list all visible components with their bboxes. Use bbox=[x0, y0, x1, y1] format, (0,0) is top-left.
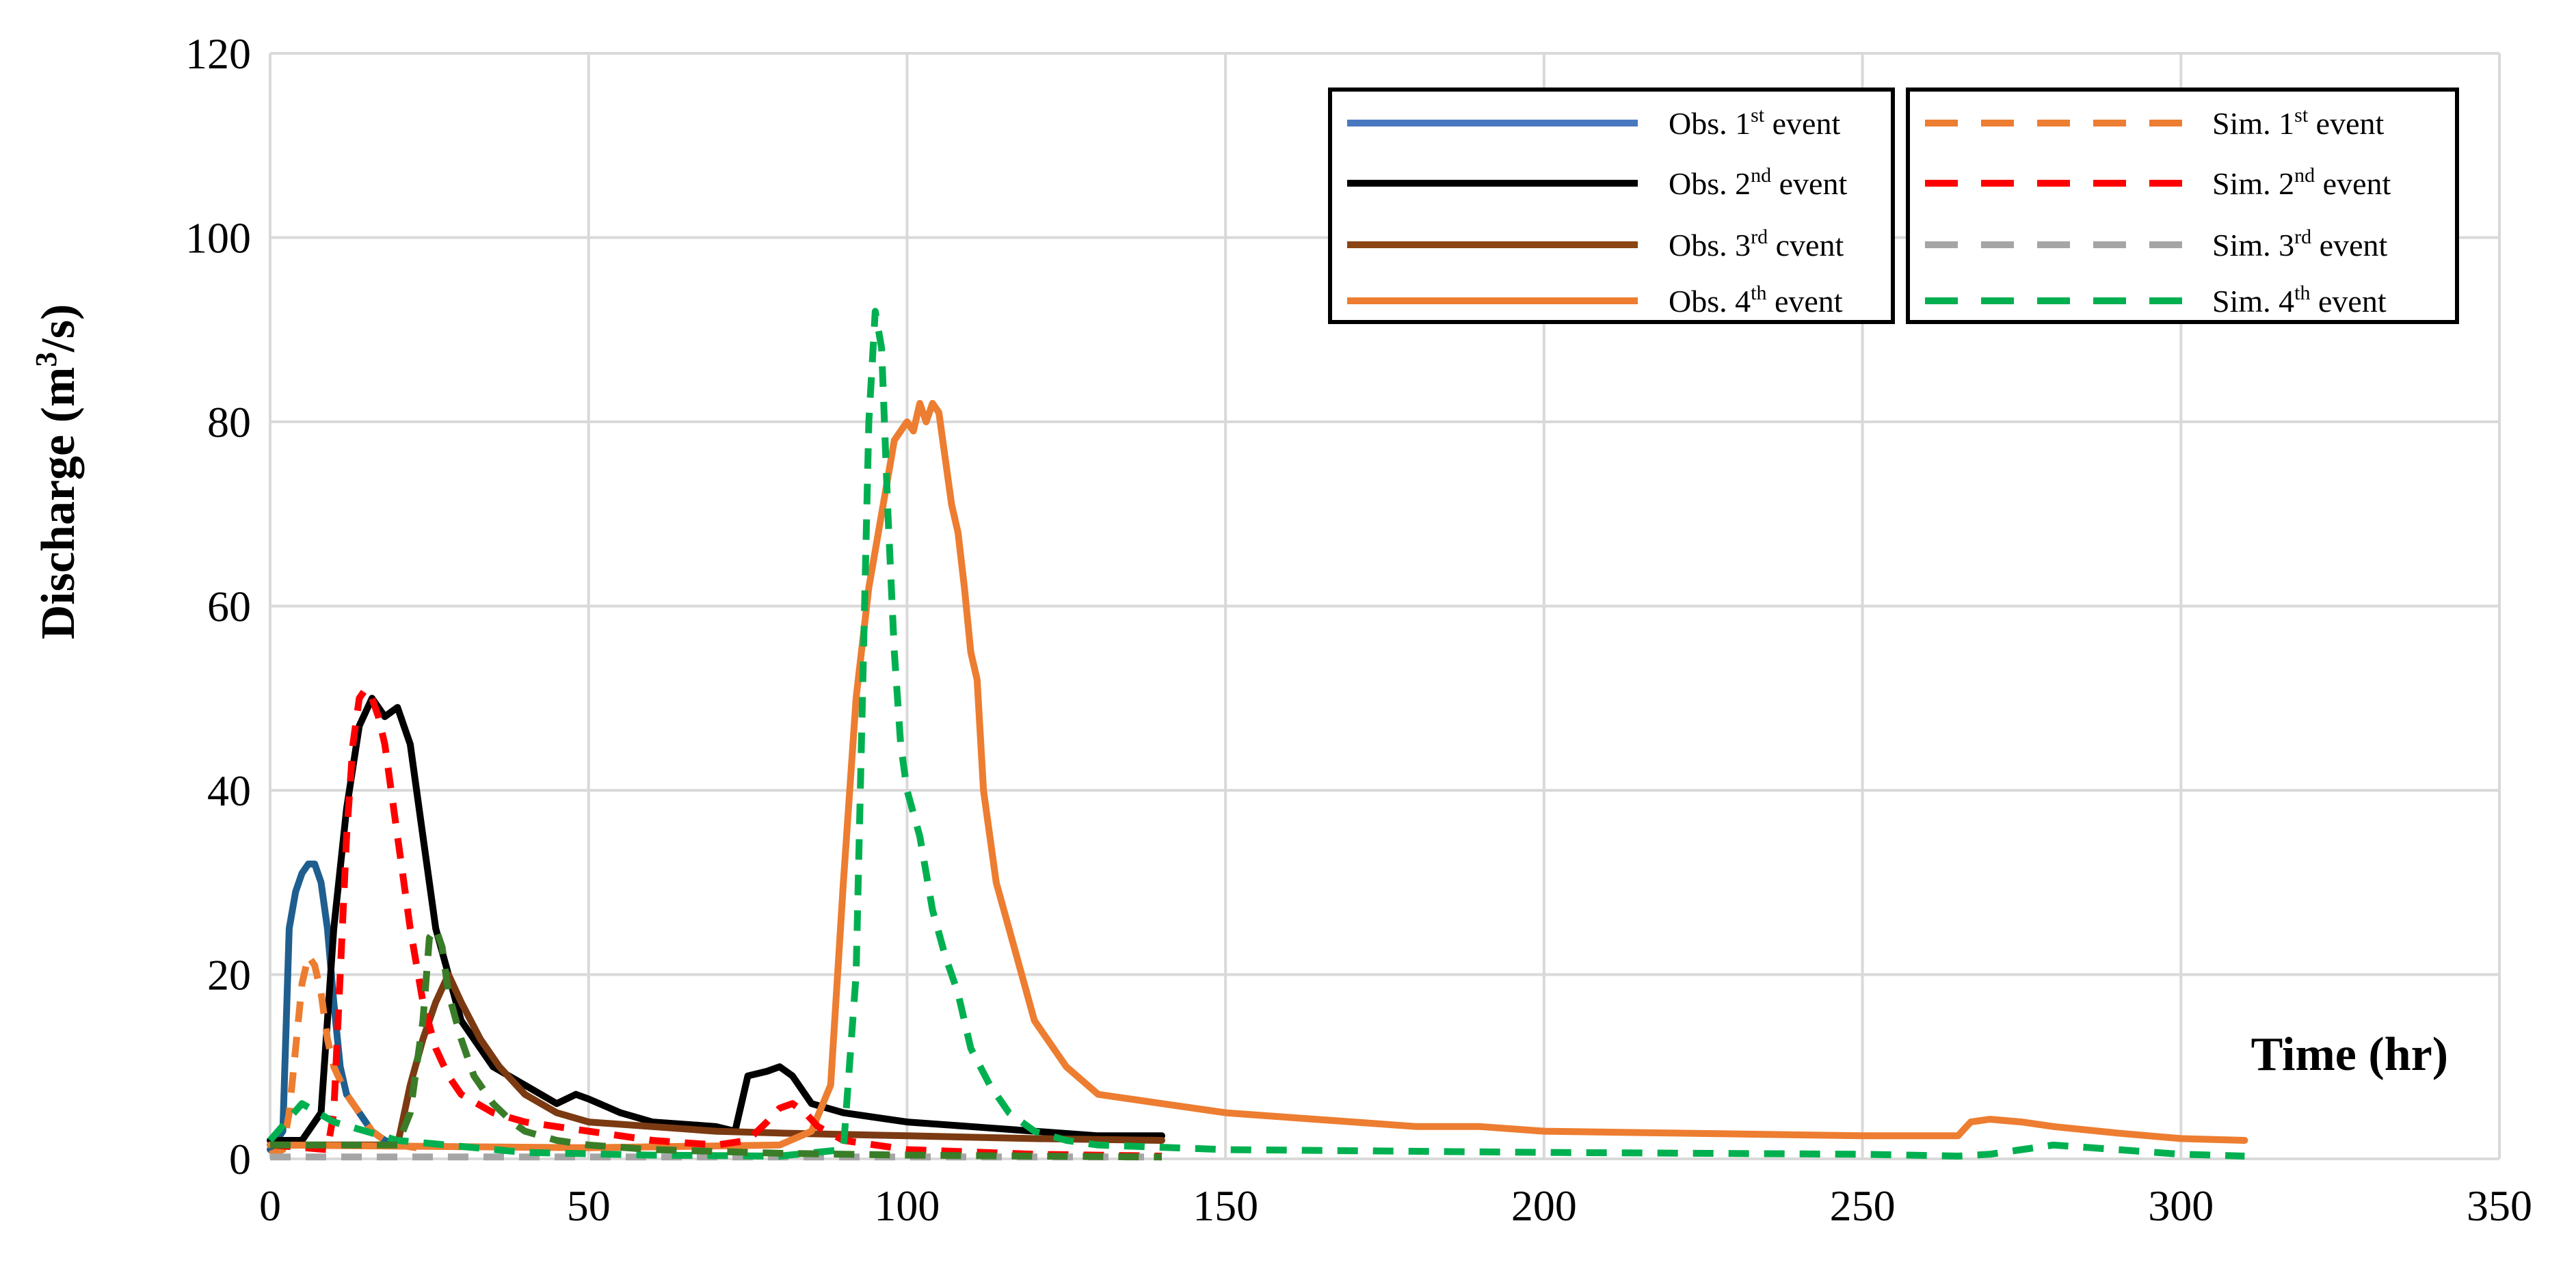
x-tick-label: 0 bbox=[259, 1181, 281, 1230]
y-axis-title-main: Discharge (m bbox=[32, 367, 85, 640]
series-line-4 bbox=[267, 400, 2248, 1151]
series-line-5 bbox=[269, 952, 430, 1157]
series-line-1 bbox=[267, 860, 401, 1153]
legend-box-simulated bbox=[1906, 88, 2459, 324]
legend-label: Obs. 2nd event bbox=[1669, 164, 1847, 201]
y-axis-title-tail: /s) bbox=[32, 304, 85, 353]
y-tick-label: 60 bbox=[207, 582, 251, 631]
legend-items: Obs. 1st event Obs. 2nd event Obs. 3rd cve… bbox=[1347, 104, 2391, 319]
x-tick-label: 50 bbox=[567, 1181, 611, 1230]
tick-labels: 0 20 40 60 80 100 120 0 50 100 150 200 250 300 350 bbox=[185, 29, 2532, 1230]
y-axis-title-sup: 3 bbox=[29, 352, 63, 367]
x-tick-label: 100 bbox=[874, 1181, 940, 1230]
legend-label: Obs. 4th event bbox=[1669, 282, 1843, 319]
series-line-6 bbox=[269, 685, 1163, 1160]
y-tick-label: 40 bbox=[207, 766, 251, 815]
legend-label: Obs. 1st event bbox=[1669, 104, 1840, 141]
legend-box-observed bbox=[1328, 88, 1895, 324]
gridlines bbox=[270, 52, 2501, 1159]
y-tick-label: 20 bbox=[207, 951, 251, 1000]
y-tick-label: 0 bbox=[229, 1135, 251, 1183]
x-tick-label: 150 bbox=[1193, 1181, 1258, 1230]
y-tick-label: 80 bbox=[207, 398, 251, 446]
x-tick-label: 250 bbox=[1830, 1181, 1896, 1230]
legend: Obs. 1st event Obs. 2nd event Obs. 3rd cve… bbox=[1328, 88, 2459, 324]
legend-label: Sim. 3rd event bbox=[2212, 226, 2387, 263]
x-tick-label: 200 bbox=[1511, 1181, 1577, 1230]
x-tick-label: 300 bbox=[2148, 1181, 2214, 1230]
series-line-9 bbox=[270, 925, 1163, 1161]
legend-label: Sim. 4th event bbox=[2212, 282, 2387, 319]
y-tick-label: 100 bbox=[185, 214, 251, 263]
series-lines bbox=[267, 308, 2248, 1161]
series-line-3 bbox=[267, 971, 1165, 1149]
y-axis-title: Discharge (m3/s) bbox=[29, 304, 85, 640]
series-line-2 bbox=[267, 695, 1165, 1144]
x-tick-label: 350 bbox=[2467, 1181, 2532, 1230]
y-tick-label: 120 bbox=[185, 29, 251, 78]
x-axis-title: Time (hr) bbox=[2251, 1028, 2448, 1081]
legend-label: Sim. 1st event bbox=[2212, 104, 2385, 141]
legend-label: Sim. 2nd event bbox=[2212, 164, 2391, 201]
legend-label: Obs. 3rd cvent bbox=[1669, 226, 1844, 263]
